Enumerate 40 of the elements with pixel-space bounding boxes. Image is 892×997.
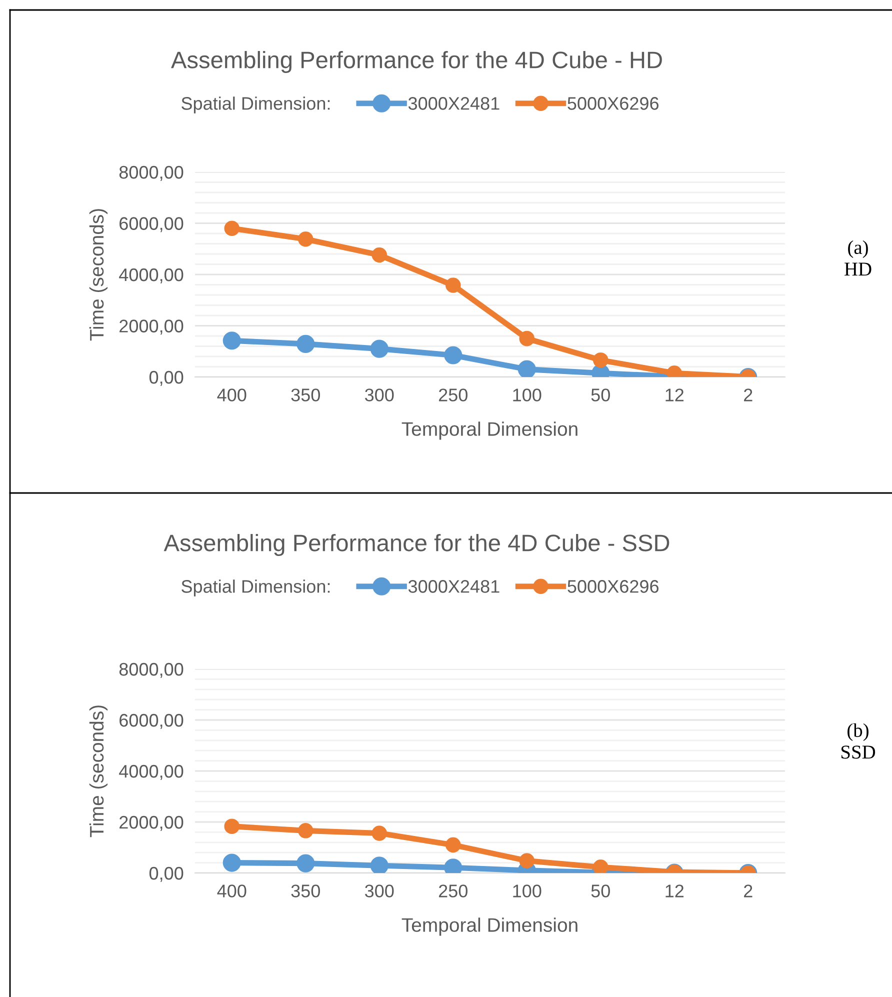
legend-label: 5000X6296 [568,580,659,593]
x-axis-title: Temporal Dimension [402,918,578,936]
x-tick-label: 2 [744,388,752,402]
x-tick-label: 400 [217,884,246,898]
y-tick-label: 8000,00 [119,662,184,678]
legend-label: 3000X2481 [408,97,500,110]
x-tick-label: 400 [217,388,246,402]
x-tick-label: 300 [365,388,394,402]
legend-label: 3000X2481 [408,580,500,593]
y-tick-label: 2000,00 [120,816,184,831]
x-tick-label: 350 [291,388,320,402]
y-tick-label: 8000,00 [119,166,184,181]
chart-title: Assembling Performance for the 4D Cube - HD [171,50,662,74]
y-tick-label: 6000,00 [120,714,184,729]
x-tick-label: 50 [591,884,610,898]
x-axis-title: Temporal Dimension [402,422,578,440]
x-tick-label: 50 [591,388,610,402]
x-tick-label: 12 [666,884,684,898]
text: (a) HD [844,240,872,276]
x-tick-label: 300 [365,884,394,898]
legend-label: 5000X6296 [568,97,659,110]
y-axis-title: Time (seconds) [89,209,108,341]
y-tick-label: 4000,00 [119,268,184,284]
x-tick-label: 250 [438,884,468,898]
x-tick-label: 100 [513,388,542,402]
legend-title: Spatial Dimension: [182,96,330,114]
x-tick-label: 12 [666,388,684,402]
y-axis-title: Time (seconds) [89,706,108,838]
y-tick-label: 0,00 [149,370,184,386]
x-tick-label: 2 [744,884,752,898]
y-tick-label: 6000,00 [120,217,184,232]
chart-title: Assembling Performance for the 4D Cube - SSD [164,534,670,556]
y-tick-label: 4000,00 [119,764,184,780]
x-tick-label: 100 [513,884,542,898]
y-tick-label: 2000,00 [120,320,184,335]
x-tick-label: 350 [291,884,320,898]
text: (b) SSD [841,723,876,759]
y-tick-label: 0,00 [149,866,184,882]
legend-title: Spatial Dimension: [182,580,330,596]
x-tick-label: 250 [438,388,468,402]
